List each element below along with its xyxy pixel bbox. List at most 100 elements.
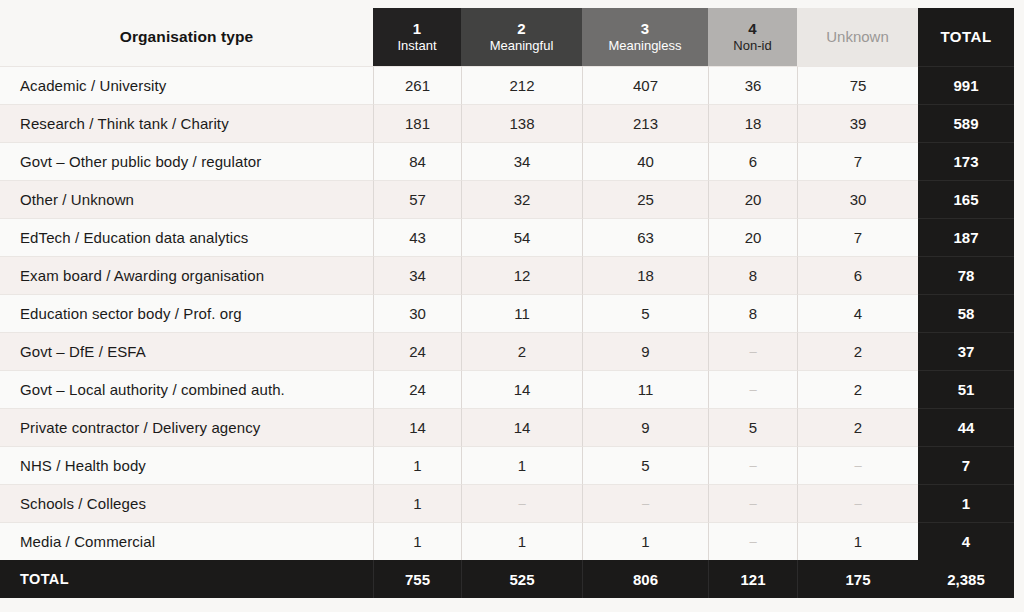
column-rank-label: 1: [413, 20, 421, 39]
cell-3-meaningless: 63: [582, 218, 708, 256]
cell-row-total: 4: [918, 522, 1014, 560]
column-rank-label: 3: [641, 20, 649, 39]
column-name-label: Unknown: [826, 28, 889, 47]
cell-unknown: 7: [797, 218, 918, 256]
table-total-row: TOTAL 755 525 806 121 175 2,385: [0, 560, 1014, 598]
total-row-label: TOTAL: [0, 560, 373, 598]
cell-unknown: –: [797, 446, 918, 484]
table-row: Media / Commercial 1 1 1 – 1 4: [0, 522, 1014, 560]
row-label: Other / Unknown: [0, 180, 373, 218]
table-row: Exam board / Awarding organisation 34 12…: [0, 256, 1014, 294]
table-row: Govt – DfE / ESFA 24 2 9 – 2 37: [0, 332, 1014, 370]
table-row: EdTech / Education data analytics 43 54 …: [0, 218, 1014, 256]
cell-4-non-id: 6: [708, 142, 797, 180]
cell-row-total: 173: [918, 142, 1014, 180]
row-label: NHS / Health body: [0, 446, 373, 484]
total-cell-meaningful: 525: [461, 560, 582, 598]
cell-4-non-id: –: [708, 332, 797, 370]
total-cell-non-id: 121: [708, 560, 797, 598]
cell-3-meaningless: 1: [582, 522, 708, 560]
cell-3-meaningless: 25: [582, 180, 708, 218]
cell-3-meaningless: 5: [582, 446, 708, 484]
cell-1-instant: 57: [373, 180, 461, 218]
org-type-column-header: Organisation type: [0, 8, 373, 66]
cell-row-total: 58: [918, 294, 1014, 332]
table-body: Academic / University 261 212 407 36 75 …: [0, 66, 1014, 560]
table-row: Research / Think tank / Charity 181 138 …: [0, 104, 1014, 142]
cell-row-total: 165: [918, 180, 1014, 218]
cell-1-instant: 34: [373, 256, 461, 294]
cell-row-total: 37: [918, 332, 1014, 370]
column-name-label: Meaningful: [490, 38, 554, 54]
cell-3-meaningless: 18: [582, 256, 708, 294]
cell-1-instant: 43: [373, 218, 461, 256]
cell-3-meaningless: 213: [582, 104, 708, 142]
cell-4-non-id: –: [708, 446, 797, 484]
column-rank-label: 4: [748, 20, 756, 39]
cell-2-meaningful: 138: [461, 104, 582, 142]
column-name-label: Instant: [397, 38, 436, 54]
cell-unknown: 2: [797, 408, 918, 446]
cell-4-non-id: –: [708, 484, 797, 522]
cell-2-meaningful: 212: [461, 66, 582, 104]
cell-2-meaningful: 1: [461, 446, 582, 484]
cell-2-meaningful: 1: [461, 522, 582, 560]
column-name-label: Non-id: [733, 38, 771, 54]
cell-1-instant: 24: [373, 370, 461, 408]
org-type-header-label: Organisation type: [120, 28, 253, 46]
row-label: Private contractor / Delivery agency: [0, 408, 373, 446]
cell-3-meaningless: –: [582, 484, 708, 522]
column-header-total: TOTAL: [918, 8, 1014, 66]
cell-row-total: 187: [918, 218, 1014, 256]
cell-4-non-id: 8: [708, 294, 797, 332]
cell-1-instant: 24: [373, 332, 461, 370]
cell-unknown: 4: [797, 294, 918, 332]
cell-4-non-id: 36: [708, 66, 797, 104]
cell-row-total: 78: [918, 256, 1014, 294]
cell-2-meaningful: 32: [461, 180, 582, 218]
cell-2-meaningful: 14: [461, 370, 582, 408]
cell-1-instant: 84: [373, 142, 461, 180]
cell-unknown: –: [797, 484, 918, 522]
cell-4-non-id: –: [708, 370, 797, 408]
report-table-figure: Organisation type 1 Instant 2 Meaningful…: [0, 8, 1024, 598]
row-label: Education sector body / Prof. org: [0, 294, 373, 332]
cell-row-total: 7: [918, 446, 1014, 484]
row-label: Research / Think tank / Charity: [0, 104, 373, 142]
cell-2-meaningful: 14: [461, 408, 582, 446]
cell-4-non-id: –: [708, 522, 797, 560]
cell-1-instant: 30: [373, 294, 461, 332]
cell-unknown: 7: [797, 142, 918, 180]
cell-2-meaningful: –: [461, 484, 582, 522]
table-row: Academic / University 261 212 407 36 75 …: [0, 66, 1014, 104]
table-row: Private contractor / Delivery agency 14 …: [0, 408, 1014, 446]
cell-3-meaningless: 9: [582, 408, 708, 446]
table-row: Schools / Colleges 1 – – – – 1: [0, 484, 1014, 522]
cell-row-total: 44: [918, 408, 1014, 446]
cell-1-instant: 1: [373, 484, 461, 522]
cell-2-meaningful: 12: [461, 256, 582, 294]
column-name-label: TOTAL: [940, 28, 991, 47]
row-label: Schools / Colleges: [0, 484, 373, 522]
cell-4-non-id: 20: [708, 218, 797, 256]
cell-2-meaningful: 54: [461, 218, 582, 256]
grand-total-cell: 2,385: [918, 560, 1014, 598]
cell-2-meaningful: 2: [461, 332, 582, 370]
row-label: Media / Commercial: [0, 522, 373, 560]
cell-unknown: 2: [797, 332, 918, 370]
cell-unknown: 2: [797, 370, 918, 408]
row-label: Exam board / Awarding organisation: [0, 256, 373, 294]
column-header-4-non-id: 4 Non-id: [708, 8, 797, 66]
cell-row-total: 51: [918, 370, 1014, 408]
cell-1-instant: 14: [373, 408, 461, 446]
total-cell-meaningless: 806: [582, 560, 708, 598]
cell-unknown: 30: [797, 180, 918, 218]
cell-1-instant: 1: [373, 522, 461, 560]
table-header-row: Organisation type 1 Instant 2 Meaningful…: [0, 8, 1014, 66]
cell-3-meaningless: 9: [582, 332, 708, 370]
cell-2-meaningful: 11: [461, 294, 582, 332]
column-rank-label: 2: [517, 20, 525, 39]
cell-4-non-id: 5: [708, 408, 797, 446]
cell-3-meaningless: 11: [582, 370, 708, 408]
row-label: Govt – Local authority / combined auth.: [0, 370, 373, 408]
